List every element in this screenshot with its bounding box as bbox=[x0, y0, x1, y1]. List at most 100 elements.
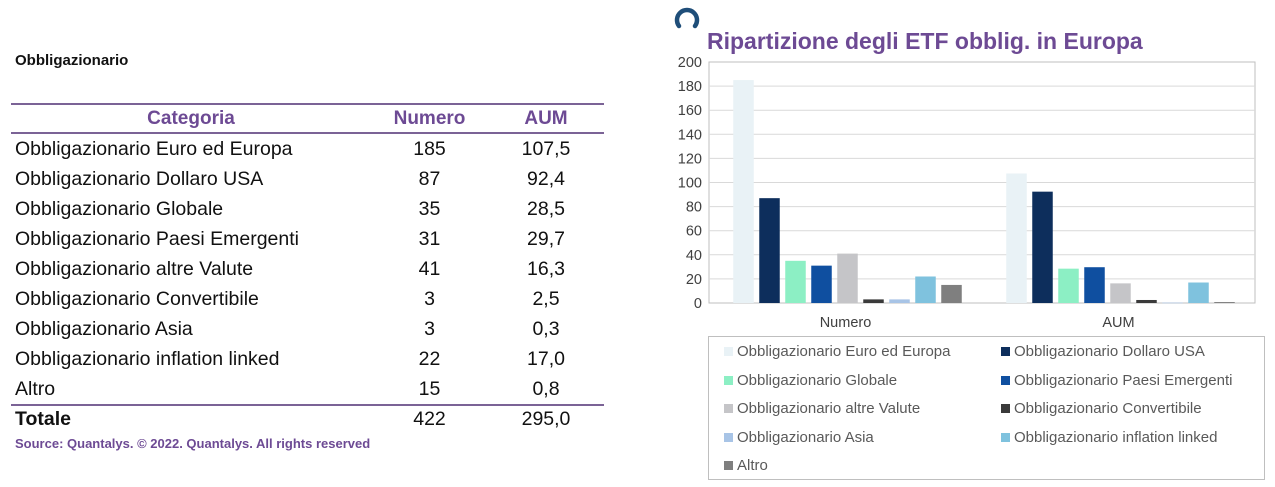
table-row: Obbligazionario Asia 3 0,3 bbox=[11, 314, 604, 344]
chart-title: Ripartizione degli ETF obblig. in Europa bbox=[707, 28, 1143, 54]
total-label: Totale bbox=[11, 404, 371, 433]
legend-swatch bbox=[724, 461, 733, 471]
cell-numero: 41 bbox=[418, 257, 441, 280]
y-tick-label: 0 bbox=[694, 296, 702, 312]
y-tick-label: 20 bbox=[686, 272, 702, 288]
legend-item: Obbligazionario inflation linked bbox=[1001, 429, 1217, 446]
y-tick-label: 140 bbox=[678, 127, 702, 143]
bar bbox=[889, 299, 910, 303]
y-tick-label: 160 bbox=[678, 103, 702, 119]
legend-swatch bbox=[724, 432, 733, 442]
bar bbox=[1162, 302, 1183, 304]
legend-label: Obbligazionario inflation linked bbox=[1014, 428, 1218, 446]
legend-swatch bbox=[1001, 375, 1010, 385]
cell-numero: 87 bbox=[418, 167, 441, 190]
legend-item: Obbligazionario Asia bbox=[724, 429, 874, 446]
legend-item: Obbligazionario Convertibile bbox=[1001, 400, 1202, 417]
cell-categoria: Obbligazionario Asia bbox=[15, 317, 193, 340]
table-row: Altro 15 0,8 bbox=[11, 374, 604, 405]
cell-aum: 92,4 bbox=[527, 167, 565, 190]
etf-table: Categoria Numero AUM Obbligazionario Eur… bbox=[11, 103, 604, 433]
legend-item: Altro bbox=[724, 457, 768, 474]
legend-swatch bbox=[724, 404, 733, 414]
legend-label: Obbligazionario Convertibile bbox=[1014, 400, 1202, 418]
x-tick-label: AUM bbox=[1102, 315, 1134, 331]
cell-aum: 2,5 bbox=[532, 287, 560, 310]
bar bbox=[733, 80, 754, 303]
cell-aum: 28,5 bbox=[527, 197, 565, 220]
bar-chart: 0 20 40 60 80 100 120 140 160 180 200 Numero AUM bbox=[678, 55, 1256, 331]
y-tick-label: 200 bbox=[678, 55, 702, 71]
bar bbox=[1032, 191, 1053, 303]
bar bbox=[1136, 299, 1157, 303]
table-row: Obbligazionario inflation linked 22 17,0 bbox=[11, 344, 604, 374]
legend-item: Obbligazionario altre Valute bbox=[724, 400, 920, 417]
legend-label: Obbligazionario Paesi Emergenti bbox=[1014, 371, 1233, 389]
legend-swatch bbox=[1001, 404, 1010, 414]
bar bbox=[759, 198, 780, 303]
legend-label: Obbligazionario Globale bbox=[737, 371, 898, 389]
column-header-categoria: Categoria bbox=[11, 103, 371, 134]
table-row: Obbligazionario Dollaro USA 87 92,4 bbox=[11, 164, 604, 194]
cell-aum: 16,3 bbox=[527, 257, 565, 280]
cell-categoria: Obbligazionario Globale bbox=[15, 197, 224, 220]
legend-label: Altro bbox=[737, 457, 768, 475]
bar bbox=[1188, 282, 1209, 303]
table-header-row: Categoria Numero AUM bbox=[11, 103, 604, 134]
cell-aum: 17,0 bbox=[527, 347, 565, 370]
column-header-numero: Numero bbox=[371, 103, 488, 134]
section-title: Obbligazionario bbox=[15, 52, 129, 69]
cell-numero: 3 bbox=[424, 317, 435, 340]
y-tick-label: 120 bbox=[678, 151, 702, 167]
cell-numero: 3 bbox=[424, 287, 435, 310]
cell-categoria: Obbligazionario Dollaro USA bbox=[15, 167, 264, 190]
table-total-row: Totale 422 295,0 bbox=[11, 404, 604, 433]
cell-categoria: Obbligazionario Convertibile bbox=[15, 287, 259, 310]
cell-numero: 185 bbox=[413, 137, 446, 160]
bar bbox=[1214, 302, 1235, 303]
cell-categoria: Obbligazionario inflation linked bbox=[15, 347, 280, 370]
legend-item: Obbligazionario Paesi Emergenti bbox=[1001, 372, 1232, 389]
bar bbox=[941, 284, 962, 303]
legend-label: Obbligazionario Euro ed Europa bbox=[737, 343, 951, 360]
bar bbox=[1058, 268, 1079, 303]
table-row: Obbligazionario Convertibile 3 2,5 bbox=[11, 284, 604, 314]
legend-swatch bbox=[1001, 432, 1010, 442]
y-tick-label: 100 bbox=[678, 176, 702, 192]
legend-swatch bbox=[1001, 347, 1010, 356]
cell-aum: 29,7 bbox=[527, 227, 565, 250]
cell-categoria: Obbligazionario Paesi Emergenti bbox=[15, 227, 299, 250]
source-note: Source: Quantalys. © 2022. Quantalys. Al… bbox=[15, 436, 371, 451]
bar bbox=[1110, 283, 1131, 303]
legend-label: Obbligazionario altre Valute bbox=[737, 400, 921, 418]
legend-item: Obbligazionario Globale bbox=[724, 372, 897, 389]
table-row: Obbligazionario altre Valute 41 16,3 bbox=[11, 254, 604, 284]
bar bbox=[1006, 173, 1027, 303]
cell-numero: 22 bbox=[418, 347, 441, 370]
cell-aum: 107,5 bbox=[521, 137, 571, 160]
cell-categoria: Obbligazionario altre Valute bbox=[15, 257, 254, 280]
legend-swatch bbox=[724, 347, 733, 356]
total-numero: 422 bbox=[371, 404, 488, 433]
y-tick-label: 60 bbox=[686, 224, 702, 240]
bar bbox=[915, 276, 936, 303]
y-tick-label: 180 bbox=[678, 79, 702, 95]
bar bbox=[811, 265, 832, 303]
legend-swatch bbox=[724, 375, 733, 385]
cell-aum: 0,3 bbox=[532, 317, 560, 340]
y-tick-label: 40 bbox=[686, 248, 702, 264]
column-header-aum: AUM bbox=[488, 103, 604, 134]
cell-numero: 31 bbox=[418, 227, 441, 250]
x-tick-label: Numero bbox=[820, 315, 872, 331]
bar bbox=[837, 253, 858, 303]
total-aum: 295,0 bbox=[488, 404, 604, 433]
y-tick-label: 80 bbox=[686, 200, 702, 216]
cell-categoria: Obbligazionario Euro ed Europa bbox=[15, 137, 293, 160]
legend-item: Obbligazionario Dollaro USA bbox=[1001, 343, 1205, 360]
cell-numero: 15 bbox=[418, 377, 441, 400]
legend-label: Obbligazionario Dollaro USA bbox=[1014, 343, 1205, 360]
cell-numero: 35 bbox=[418, 197, 441, 220]
table-row: Obbligazionario Euro ed Europa 185 107,5 bbox=[11, 133, 604, 164]
quantalys-logo-icon bbox=[674, 7, 700, 29]
bar bbox=[1084, 267, 1105, 303]
